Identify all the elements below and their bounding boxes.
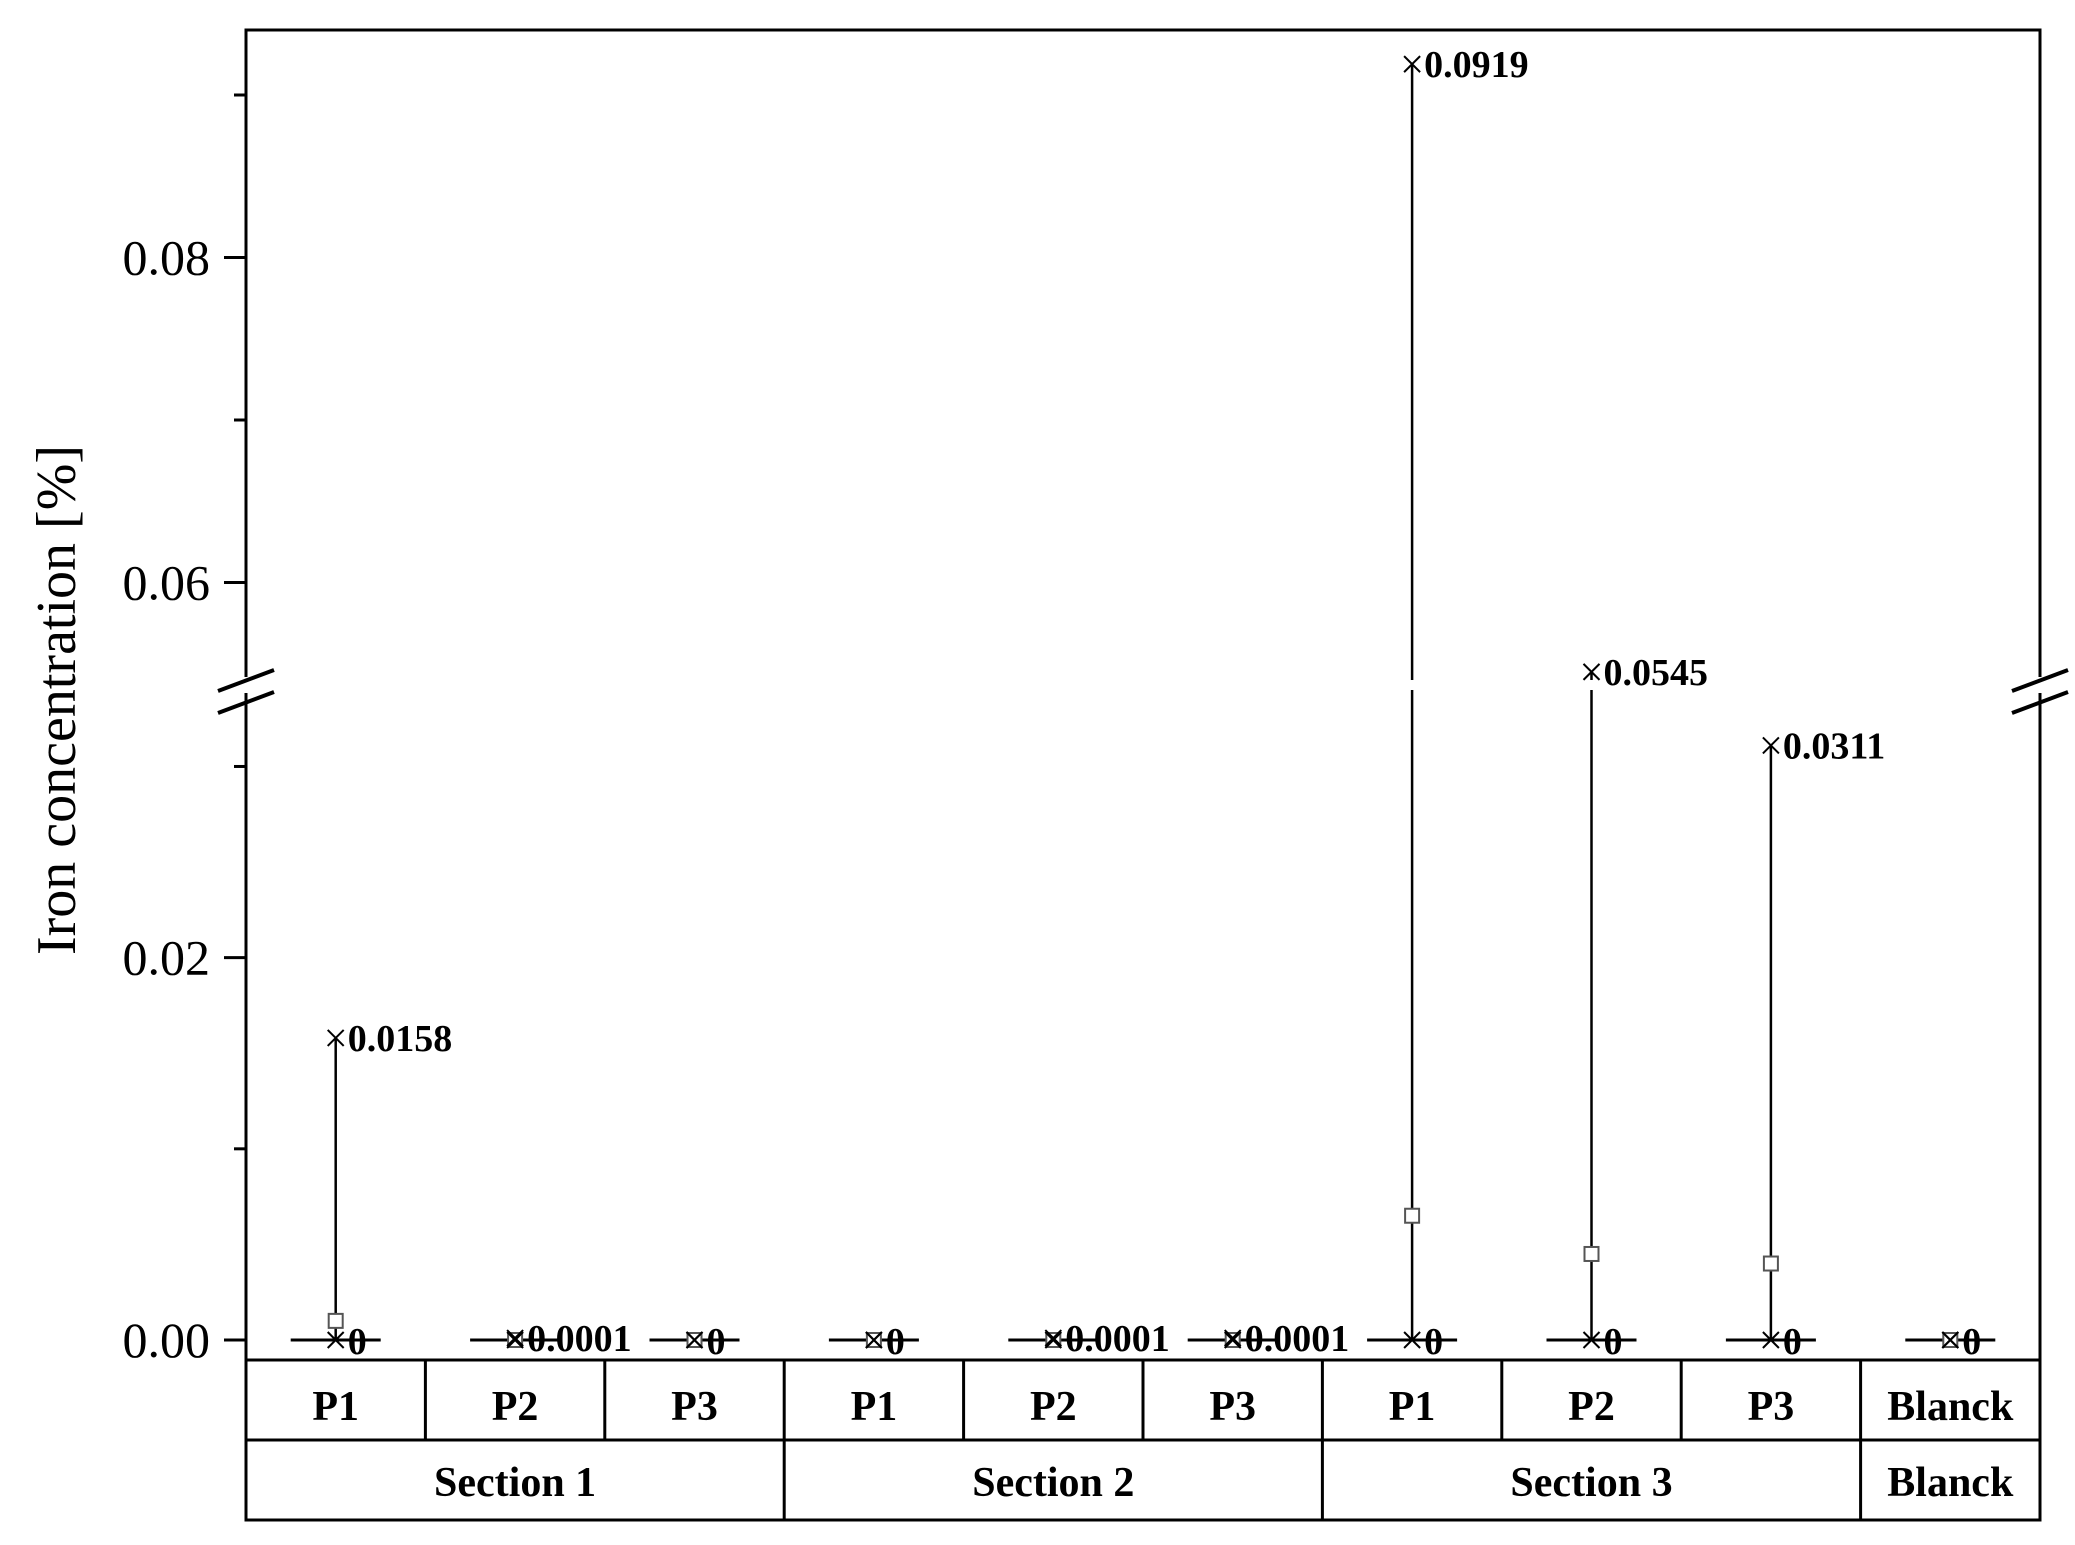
- min-marker: [1582, 1331, 1601, 1349]
- mean-marker: [1762, 1255, 1779, 1272]
- plot-border: [244, 28, 2042, 1522]
- min-marker: [1762, 1331, 1780, 1349]
- category-label: P2: [1030, 1384, 1077, 1430]
- data-point-6: 0.0001: [1187, 1318, 1350, 1360]
- mean-marker: [1583, 1245, 1600, 1262]
- group-label: Blanck: [1887, 1460, 2014, 1506]
- axis-break-mark: [217, 690, 275, 715]
- y-axis-title: Iron concentration [%]: [26, 445, 88, 955]
- min-marker: [685, 1331, 704, 1349]
- mean-marker: [1404, 1207, 1421, 1224]
- min-value-label: 0: [1424, 1321, 1443, 1363]
- category-label: Blanck: [1887, 1384, 2014, 1430]
- category-table: P1 P2 P3 Section 1 P1 P2 P3 Section 2 P1 P2 P3 Sect…: [312, 1360, 2014, 1520]
- min-marker: [1403, 1331, 1421, 1349]
- category-label: P3: [1748, 1384, 1795, 1430]
- min-marker: [326, 1331, 345, 1349]
- data-point-9: 0.0311 0: [1725, 725, 1885, 1363]
- y-tick-label: 0.00: [123, 1312, 211, 1368]
- group-label: Section 3: [1510, 1460, 1672, 1506]
- mean-marker: [327, 1312, 344, 1329]
- max-value-label: 0.0001: [1245, 1318, 1350, 1360]
- data-point-4: 0: [828, 1321, 919, 1363]
- max-marker: [1223, 1329, 1242, 1347]
- category-label: P1: [851, 1384, 898, 1430]
- min-value-label: 0: [1783, 1321, 1802, 1363]
- max-value-label: 0.0545: [1604, 652, 1709, 694]
- min-marker: [1941, 1331, 1960, 1349]
- axis-break-mark: [2011, 690, 2069, 715]
- data-point-2: 0.0001: [470, 1318, 632, 1360]
- max-value-label: 0.0001: [527, 1318, 632, 1360]
- min-value-label: 0: [1604, 1321, 1623, 1363]
- y-tick-label: 0.06: [123, 555, 211, 611]
- axis-break-mark: [217, 668, 275, 693]
- category-label: P1: [312, 1384, 359, 1430]
- category-label: P3: [671, 1384, 718, 1430]
- y-axis: 0.00 0.02 0.06 0.08: [123, 93, 2069, 1368]
- data-point-8: 0.0545 0: [1546, 652, 1709, 1363]
- category-label: P3: [1209, 1384, 1256, 1430]
- group-label: Section 1: [434, 1460, 596, 1506]
- data-point-3: 0: [649, 1321, 740, 1363]
- category-label: P2: [492, 1384, 539, 1430]
- max-marker: [1044, 1329, 1063, 1347]
- max-marker: [1403, 55, 1421, 73]
- max-marker: [506, 1329, 524, 1347]
- data-point-1: 0.0158 0: [290, 1018, 453, 1363]
- min-value-label: 0: [886, 1321, 905, 1363]
- y-tick-label: 0.08: [123, 230, 211, 286]
- min-value-label: 0: [707, 1321, 726, 1363]
- group-label: Section 2: [972, 1460, 1134, 1506]
- min-marker: [865, 1331, 883, 1349]
- data-point-10: 0: [1905, 1321, 1996, 1363]
- max-marker: [1762, 736, 1780, 755]
- min-marker: [1044, 1331, 1063, 1349]
- y-tick-label: 0.02: [123, 930, 211, 986]
- min-value-label: 0: [1962, 1321, 1981, 1363]
- min-marker: [1223, 1331, 1242, 1349]
- category-label: P1: [1389, 1384, 1436, 1430]
- max-value-label: 0.0158: [348, 1018, 453, 1060]
- max-value-label: 0.0001: [1065, 1318, 1170, 1360]
- min-value-label: 0: [348, 1321, 367, 1363]
- data-point-5: 0.0001: [1008, 1318, 1170, 1360]
- min-marker: [506, 1331, 524, 1349]
- max-marker: [1582, 663, 1601, 681]
- category-label: P2: [1568, 1384, 1615, 1430]
- axis-break-mark: [2011, 668, 2069, 693]
- max-value-label: 0.0919: [1424, 44, 1529, 86]
- max-marker: [326, 1029, 345, 1047]
- data-point-7: 0.0919 0: [1367, 44, 1529, 1363]
- max-value-label: 0.0311: [1783, 725, 1885, 767]
